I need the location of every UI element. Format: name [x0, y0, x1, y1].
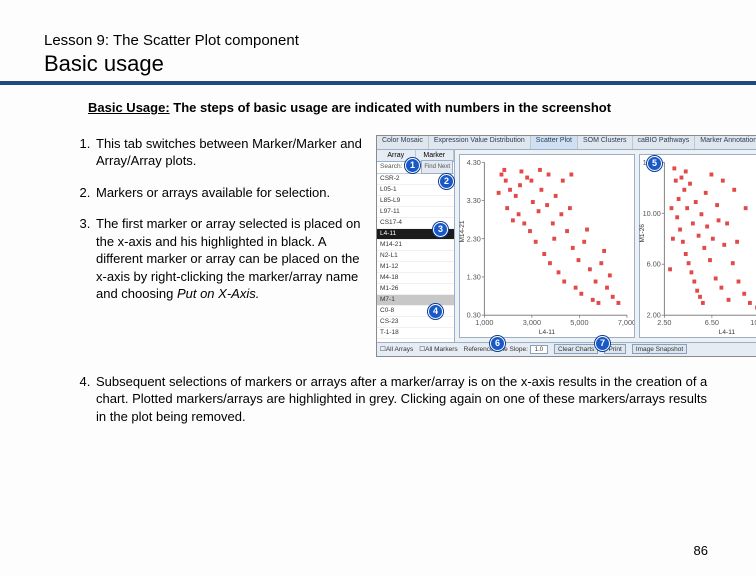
svg-text:2.00: 2.00 [647, 310, 661, 319]
callout-bubble-6: 6 [490, 336, 505, 351]
reference-line-row: Reference Line Slope: 1.0 [464, 345, 548, 354]
slide-page: Lesson 9: The Scatter Plot component Bas… [0, 0, 756, 445]
svg-text:5,000: 5,000 [570, 318, 588, 327]
marker-list-row[interactable]: M1-12 [377, 262, 454, 273]
step-3-em: Put on X-Axis. [177, 286, 259, 301]
marker-list-row[interactable]: L85-L9 [377, 196, 454, 207]
marker-list-row[interactable]: M14-21 [377, 240, 454, 251]
scatter-plot-right[interactable]: 2.506.5010.5013.002.006.0010.0014.00 M1-… [639, 154, 756, 338]
svg-text:10.50: 10.50 [750, 318, 756, 327]
marker-list-row[interactable]: CS-23 [377, 317, 454, 328]
page-title: Basic usage [44, 51, 712, 77]
app-tab[interactable]: Marker Annotations [695, 136, 756, 149]
app-tab[interactable]: Scatter Plot [531, 136, 578, 149]
marker-list-row[interactable]: M4-18 [377, 273, 454, 284]
callout-bubble-1: 1 [405, 158, 420, 173]
chk-all-arrays[interactable]: All Arrays [380, 345, 413, 353]
app-tabstrip: Color MosaicExpression Value Distributio… [377, 136, 756, 150]
svg-text:2.30: 2.30 [467, 234, 481, 243]
svg-text:6.00: 6.00 [647, 259, 661, 268]
marker-list-row[interactable]: T-1-18 [377, 328, 454, 339]
app-tab[interactable]: SOM Clusters [578, 136, 633, 149]
marker-list-row[interactable]: M7-1 [377, 295, 454, 306]
image-snapshot-button[interactable]: Image Snapshot [632, 344, 687, 354]
search-label: Search: [380, 161, 402, 173]
callout-bubble-7: 7 [595, 336, 610, 351]
clear-charts-button[interactable]: Clear Charts [554, 344, 598, 354]
plot-left-xlabel: L4-11 [460, 329, 634, 336]
svg-text:3.30: 3.30 [467, 195, 481, 204]
svg-text:10.00: 10.00 [643, 208, 661, 217]
subhead-underlined: Basic Usage: [88, 100, 170, 115]
lesson-label: Lesson 9: The Scatter Plot component [44, 32, 712, 49]
find-next-button[interactable]: Find Next [421, 160, 453, 174]
slope-input[interactable]: 1.0 [530, 345, 548, 354]
scatter-plot-left[interactable]: 1,0003,0005,0007,0000.301.302.303.304.30… [459, 154, 635, 338]
steps-column: This tab switches between Marker/Marker … [44, 135, 362, 317]
app-tab[interactable]: Color Mosaic [377, 136, 429, 149]
callout-bubble-3: 3 [433, 222, 448, 237]
content-row: This tab switches between Marker/Marker … [44, 135, 712, 357]
section-subhead: Basic Usage: The steps of basic usage ar… [88, 99, 712, 117]
step-1: This tab switches between Marker/Marker … [94, 135, 362, 170]
plot-right-xlabel: L4-11 [640, 329, 756, 336]
callout-bubble-5: 5 [647, 156, 662, 171]
svg-text:0.30: 0.30 [467, 310, 481, 319]
subtab-marker[interactable]: Marker [416, 150, 455, 161]
svg-text:1.30: 1.30 [467, 272, 481, 281]
step-4-wrap: Subsequent selections of markers or arra… [44, 373, 712, 426]
marker-list-row[interactable]: M1-26 [377, 284, 454, 295]
callout-bubble-4: 4 [428, 304, 443, 319]
embedded-screenshot: Color MosaicExpression Value Distributio… [376, 135, 756, 357]
title-rule [0, 81, 756, 85]
plot-right-ylabel: M1-26 [639, 224, 646, 242]
app-tab[interactable]: caBIO Pathways [633, 136, 696, 149]
svg-text:4.30: 4.30 [467, 157, 481, 166]
app-tab[interactable]: Expression Value Distribution [429, 136, 531, 149]
step-4-list: Subsequent selections of markers or arra… [94, 373, 712, 426]
steps-list: This tab switches between Marker/Marker … [94, 135, 362, 303]
plot-left-ylabel: M14-21 [459, 220, 466, 242]
svg-text:7,000: 7,000 [618, 318, 634, 327]
callout-bubble-2: 2 [439, 174, 454, 189]
step-2: Markers or arrays available for selectio… [94, 184, 362, 202]
page-number: 86 [694, 543, 708, 558]
marker-list[interactable]: CSR-2L05-1L85-L9L97-11CS17-4L4-11M14-21N… [377, 174, 454, 342]
step-3: The first marker or array selected is pl… [94, 215, 362, 303]
step-4: Subsequent selections of markers or arra… [94, 373, 712, 426]
subhead-rest: The steps of basic usage are indicated w… [170, 100, 611, 115]
marker-list-row[interactable]: N2-L1 [377, 251, 454, 262]
plots-area: 1,0003,0005,0007,0000.301.302.303.304.30… [455, 150, 756, 342]
chk-all-markers[interactable]: All Markers [419, 345, 457, 353]
app-footer-bar: All Arrays All Markers Reference Line Sl… [377, 342, 756, 356]
svg-text:3,000: 3,000 [523, 318, 541, 327]
svg-text:6.50: 6.50 [705, 318, 719, 327]
marker-list-row[interactable]: L97-11 [377, 207, 454, 218]
